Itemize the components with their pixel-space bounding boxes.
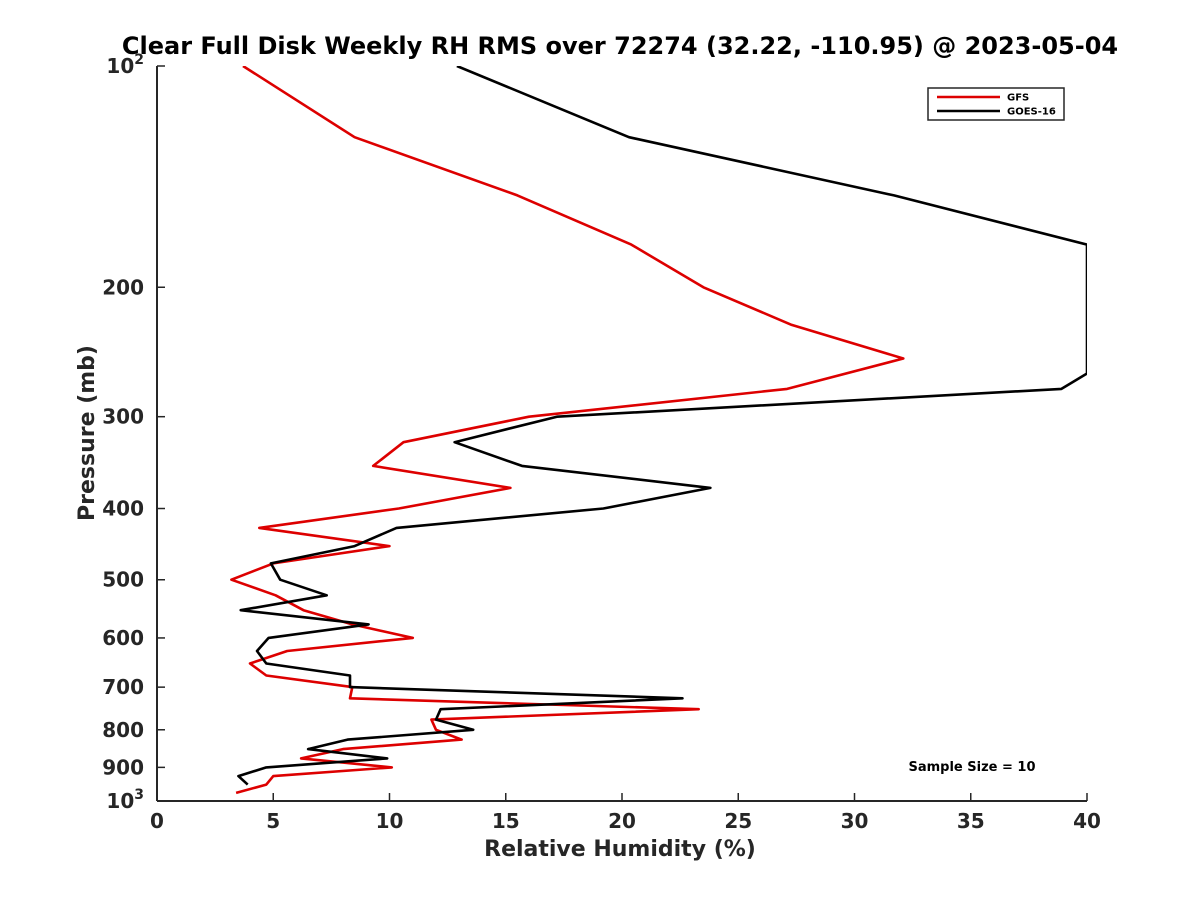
x-tick-label: 10 xyxy=(376,809,404,833)
x-tick-label: 5 xyxy=(266,809,280,833)
y-tick-label: 900 xyxy=(102,755,144,779)
y-ticks: 102 200 300 400 500 600 700 800 900 103 xyxy=(102,52,165,813)
chart-title: Clear Full Disk Weekly RH RMS over 72274… xyxy=(122,32,1118,60)
x-axis-label: Relative Humidity (%) xyxy=(484,837,756,862)
y-tick-label: 300 xyxy=(102,405,144,429)
y-axis-label: Pressure (mb) xyxy=(75,345,100,521)
y-tick-label: 500 xyxy=(102,568,144,592)
y-tick-label: 800 xyxy=(102,718,144,742)
legend-label: GOES-16 xyxy=(1007,107,1056,118)
x-tick-label: 20 xyxy=(608,809,636,833)
y-tick-label: 700 xyxy=(102,675,144,699)
y-tick-label: 600 xyxy=(102,626,144,650)
x-tick-label: 0 xyxy=(150,809,164,833)
x-tick-label: 35 xyxy=(957,809,985,833)
legend-box xyxy=(927,87,1065,121)
y-tick-label: 102 xyxy=(106,52,144,78)
legend-label: GFS xyxy=(1007,93,1029,104)
x-tick-label: 40 xyxy=(1073,809,1101,833)
y-tick-label: 400 xyxy=(102,497,144,521)
x-tick-label: 30 xyxy=(841,809,869,833)
series-layer xyxy=(230,66,1087,795)
x-tick-label: 15 xyxy=(492,809,520,833)
series-line-goes-16 xyxy=(237,66,1087,786)
sample-size-annotation: Sample Size = 10 xyxy=(908,760,1035,775)
y-tick-label: 103 xyxy=(106,787,144,813)
legend: GFS GOES-16 xyxy=(927,87,1065,121)
x-ticks: 0 5 10 15 20 25 30 35 40 xyxy=(150,793,1101,833)
x-tick-label: 25 xyxy=(724,809,752,833)
y-tick-label: 200 xyxy=(102,275,144,299)
